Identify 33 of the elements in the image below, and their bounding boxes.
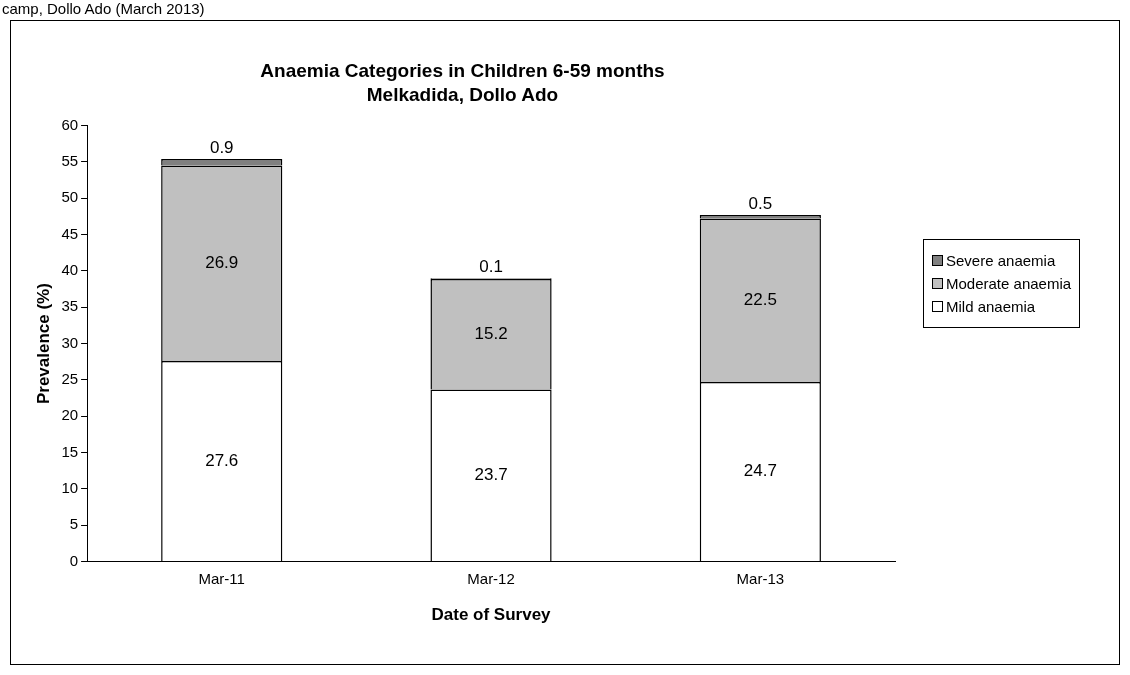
y-tick-label: 5 — [69, 515, 79, 533]
data-label: 0.5 — [748, 193, 773, 213]
y-tick-label: 30 — [61, 333, 79, 351]
text: camp, Dollo Ado (March 2013) — [2, 0, 205, 17]
text: Mild anaemia — [946, 298, 1036, 316]
x-tick-label: Mar-13 — [736, 569, 785, 587]
data-label: 0.1 — [479, 256, 503, 276]
legend-label: Severe anaemia — [946, 252, 1056, 270]
y-tick-label: 55 — [61, 152, 79, 170]
y-tick-label: 25 — [61, 370, 79, 388]
x-tick-label: Mar-11 — [198, 569, 245, 587]
y-tick-label: 10 — [61, 479, 79, 497]
chart-subtitle: Melkadida, Dollo Ado — [366, 84, 559, 106]
data-label: 26.9 — [205, 252, 239, 272]
y-tick-label: 50 — [61, 188, 79, 206]
y-tick-label: 15 — [61, 442, 79, 460]
y-tick-label: 0 — [69, 551, 79, 569]
chart-title: Anaemia Categories in Children 6-59 months — [260, 59, 665, 81]
legend-label: Moderate anaemia — [946, 275, 1072, 293]
data-label: 0.9 — [209, 137, 234, 157]
data-label: 23.7 — [474, 464, 508, 484]
y-tick-label: 60 — [61, 115, 79, 133]
data-label: 24.7 — [743, 461, 777, 481]
y-axis-title: Prevalence (%) — [33, 283, 53, 405]
data-label: 15.2 — [474, 323, 508, 343]
data-label: 27.6 — [205, 450, 239, 470]
data-label: 22.5 — [743, 290, 777, 310]
x-axis-title: Date of Survey — [431, 605, 552, 625]
y-tick-label: 45 — [61, 224, 79, 242]
y-tick-label: 20 — [61, 406, 79, 424]
x-tick-label: Mar-12 — [467, 569, 515, 587]
y-tick-label: 40 — [61, 261, 79, 279]
y-tick-label: 35 — [61, 297, 79, 315]
